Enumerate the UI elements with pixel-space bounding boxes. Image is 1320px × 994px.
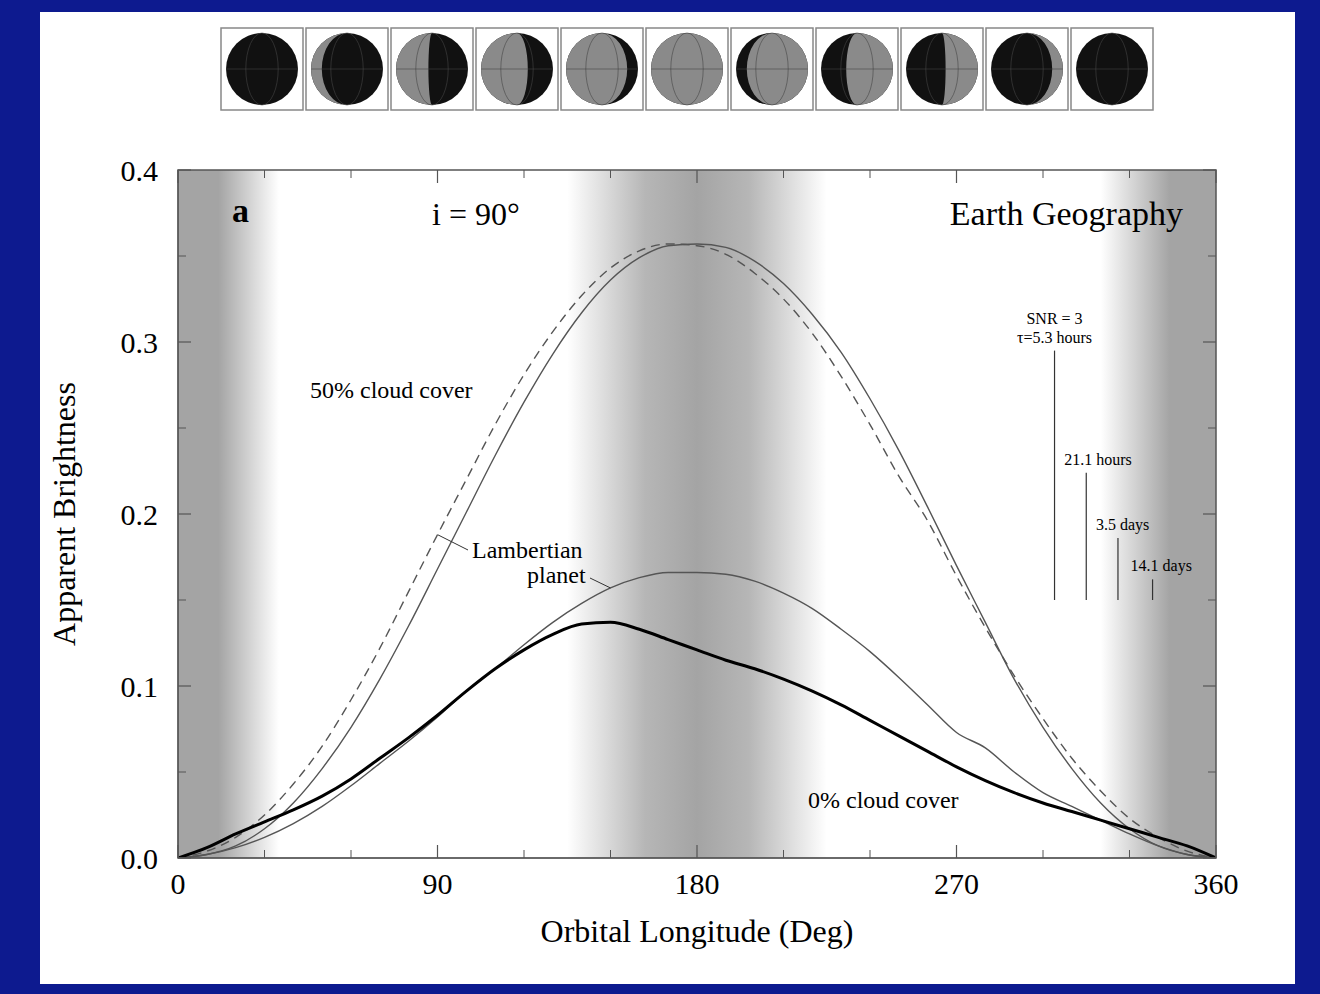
svg-text:0.4: 0.4 [121, 154, 159, 187]
svg-text:planet: planet [527, 562, 586, 588]
svg-text:0.3: 0.3 [121, 326, 159, 359]
svg-text:τ=5.3 hours: τ=5.3 hours [1017, 329, 1092, 346]
svg-text:360: 360 [1194, 867, 1239, 900]
svg-text:Orbital Longitude (Deg): Orbital Longitude (Deg) [541, 913, 854, 949]
svg-text:21.1 hours: 21.1 hours [1064, 451, 1132, 468]
svg-text:Lambertian: Lambertian [472, 537, 583, 563]
svg-text:14.1 days: 14.1 days [1131, 557, 1192, 575]
svg-text:Earth Geography: Earth Geography [950, 195, 1183, 232]
svg-text:0.2: 0.2 [121, 498, 159, 531]
svg-text:a: a [232, 192, 249, 229]
svg-text:90: 90 [423, 867, 453, 900]
svg-text:Apparent Brightness: Apparent Brightness [46, 382, 82, 646]
svg-text:0: 0 [171, 867, 186, 900]
svg-text:50% cloud cover: 50% cloud cover [310, 377, 473, 403]
svg-text:180: 180 [675, 867, 720, 900]
svg-text:SNR = 3: SNR = 3 [1026, 310, 1082, 327]
svg-text:i = 90°: i = 90° [432, 196, 520, 232]
svg-text:0% cloud cover: 0% cloud cover [808, 787, 959, 813]
svg-text:0.0: 0.0 [121, 842, 159, 875]
svg-text:3.5 days: 3.5 days [1096, 516, 1149, 534]
svg-text:0.1: 0.1 [121, 670, 159, 703]
svg-text:270: 270 [934, 867, 979, 900]
